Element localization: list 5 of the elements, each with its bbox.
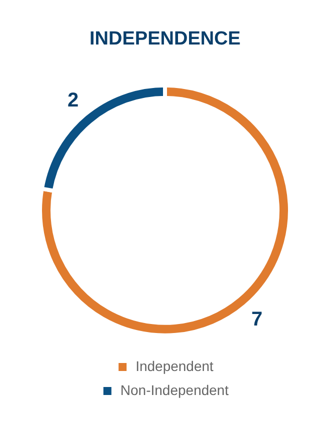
- data-label: 2: [68, 89, 79, 112]
- data-label: 7: [251, 308, 262, 330]
- legend-label: Non-Independent: [120, 382, 229, 398]
- chart-title: INDEPENDENCE: [90, 28, 240, 50]
- legend-label: Independent: [136, 358, 214, 374]
